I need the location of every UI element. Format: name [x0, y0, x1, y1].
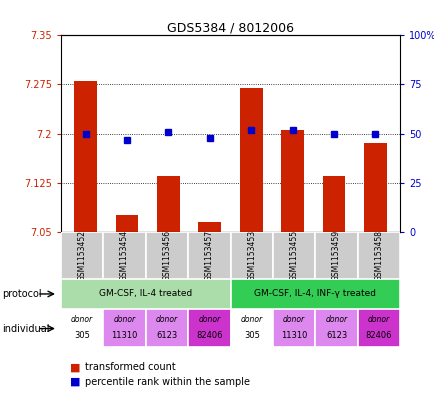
Bar — [188, 232, 230, 279]
Text: 6123: 6123 — [156, 331, 177, 340]
Bar — [315, 309, 357, 347]
Bar — [230, 232, 273, 279]
Text: protocol: protocol — [2, 289, 42, 299]
Text: donor: donor — [113, 315, 135, 324]
Text: donor: donor — [155, 315, 178, 324]
Text: donor: donor — [240, 315, 262, 324]
Text: GSM1153452: GSM1153452 — [77, 230, 86, 281]
Bar — [61, 279, 230, 309]
Bar — [157, 176, 179, 232]
Bar — [239, 88, 262, 232]
Bar — [315, 232, 357, 279]
Bar — [61, 309, 103, 347]
Bar — [363, 143, 386, 232]
Text: 11310: 11310 — [280, 331, 307, 340]
Bar — [74, 81, 97, 232]
Text: donor: donor — [325, 315, 347, 324]
Bar — [322, 176, 345, 232]
Text: donor: donor — [198, 315, 220, 324]
Text: donor: donor — [283, 315, 305, 324]
Bar — [281, 130, 303, 232]
Text: ■: ■ — [69, 362, 80, 373]
Bar — [357, 232, 399, 279]
Text: 305: 305 — [74, 331, 90, 340]
Text: donor: donor — [71, 315, 93, 324]
Text: individual: individual — [2, 324, 49, 334]
Bar — [115, 215, 138, 232]
Bar — [357, 309, 399, 347]
Text: GSM1153456: GSM1153456 — [162, 230, 171, 281]
Bar — [188, 309, 230, 347]
Bar — [273, 309, 315, 347]
Text: GM-CSF, IL-4, INF-γ treated: GM-CSF, IL-4, INF-γ treated — [254, 289, 375, 298]
Text: 6123: 6123 — [325, 331, 346, 340]
Text: ■: ■ — [69, 377, 80, 387]
Text: 305: 305 — [243, 331, 259, 340]
Bar — [273, 232, 315, 279]
Text: 82406: 82406 — [196, 331, 222, 340]
Text: GSM1153453: GSM1153453 — [247, 230, 256, 281]
Text: GSM1153454: GSM1153454 — [120, 230, 129, 281]
Bar — [230, 279, 399, 309]
Bar — [61, 232, 103, 279]
Text: GSM1153455: GSM1153455 — [289, 230, 298, 281]
Bar — [198, 222, 221, 232]
Text: GM-CSF, IL-4 treated: GM-CSF, IL-4 treated — [99, 289, 192, 298]
Bar — [145, 309, 188, 347]
Text: transformed count: transformed count — [85, 362, 175, 373]
Bar — [103, 232, 145, 279]
Text: 11310: 11310 — [111, 331, 138, 340]
Title: GDS5384 / 8012006: GDS5384 / 8012006 — [167, 21, 293, 34]
Bar — [230, 309, 273, 347]
Text: 82406: 82406 — [365, 331, 391, 340]
Text: donor: donor — [367, 315, 389, 324]
Text: GSM1153459: GSM1153459 — [331, 230, 340, 281]
Text: GSM1153457: GSM1153457 — [204, 230, 214, 281]
Text: GSM1153458: GSM1153458 — [374, 230, 383, 281]
Bar — [145, 232, 188, 279]
Bar — [103, 309, 145, 347]
Text: percentile rank within the sample: percentile rank within the sample — [85, 377, 249, 387]
